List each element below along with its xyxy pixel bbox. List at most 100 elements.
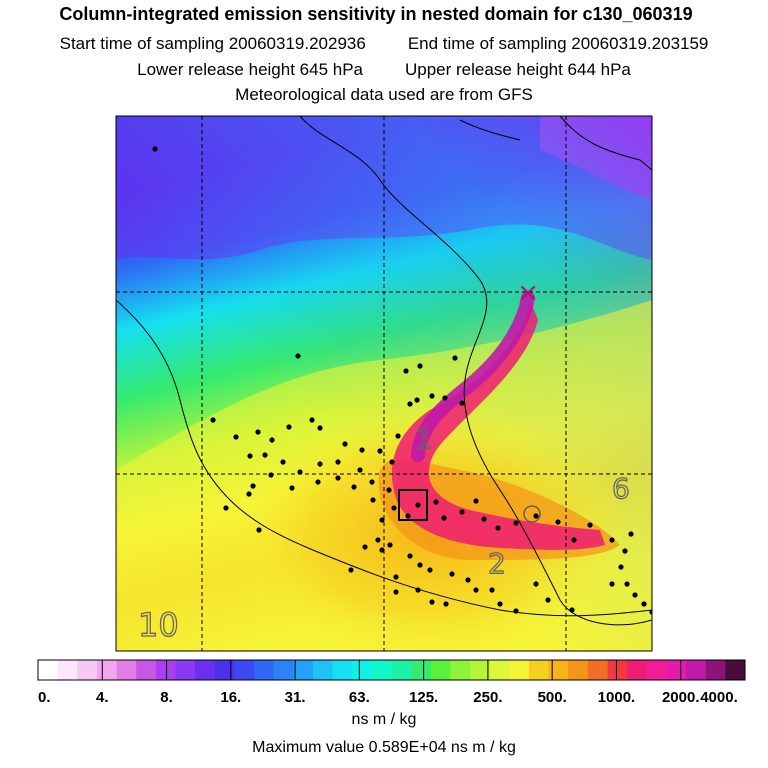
sample-point bbox=[255, 429, 261, 435]
sample-point bbox=[449, 571, 455, 577]
colorbar-swatch bbox=[568, 660, 589, 680]
colorbar-swatch bbox=[273, 660, 294, 680]
sample-point bbox=[348, 567, 354, 573]
coastline-north bbox=[559, 116, 652, 171]
colorbar-swatch bbox=[352, 660, 373, 680]
border-line bbox=[459, 119, 521, 141]
sample-point bbox=[481, 516, 487, 522]
colorbar-swatch bbox=[195, 660, 216, 680]
sample-points bbox=[152, 146, 652, 615]
sample-point bbox=[246, 491, 252, 497]
colorbar-swatch bbox=[116, 660, 137, 680]
colorbar-tick-label: 500. bbox=[538, 689, 567, 706]
upper-release-label: Upper release height 644 hPa bbox=[405, 60, 631, 79]
coastline-east bbox=[299, 116, 652, 626]
sample-point bbox=[624, 581, 630, 587]
colorbar-tick-label: 0. bbox=[38, 689, 51, 706]
sample-point bbox=[407, 553, 413, 559]
colorbar-swatch bbox=[509, 660, 530, 680]
colorbar-swatch bbox=[411, 660, 432, 680]
sample-point bbox=[513, 520, 519, 526]
colorbar-swatch bbox=[646, 660, 667, 680]
sample-point bbox=[497, 601, 503, 607]
colorbar-units: ns m / kg bbox=[351, 711, 417, 728]
sample-point bbox=[210, 417, 216, 423]
sample-point bbox=[429, 393, 435, 399]
sample-point bbox=[393, 574, 399, 580]
sample-point bbox=[359, 447, 365, 453]
sample-point bbox=[315, 479, 321, 485]
sample-point bbox=[286, 424, 292, 430]
colorbar-swatch bbox=[214, 660, 235, 680]
colorbar-swatch bbox=[77, 660, 98, 680]
sample-point bbox=[247, 453, 253, 459]
colorbar-tick-label: 125. bbox=[409, 689, 438, 706]
colorbar-tick-label: 1000. bbox=[598, 689, 636, 706]
colorbar-tick-label: 4000. bbox=[700, 689, 738, 706]
colorbar-tick-label: 250. bbox=[473, 689, 502, 706]
sample-point bbox=[441, 515, 447, 521]
sample-point bbox=[609, 537, 615, 543]
colorbar-swatch bbox=[175, 660, 196, 680]
colorbar-tick-label: 63. bbox=[349, 689, 370, 706]
colorbar-tick-label: 31. bbox=[285, 689, 306, 706]
sample-point bbox=[545, 597, 551, 603]
sample-point bbox=[473, 587, 479, 593]
sample-point bbox=[618, 564, 624, 570]
sample-point bbox=[417, 363, 423, 369]
colorbar-swatch bbox=[38, 660, 59, 680]
colorbar-swatch bbox=[234, 660, 255, 680]
contour-label-2: 2 bbox=[488, 547, 506, 580]
sample-point bbox=[533, 513, 539, 519]
colorbar-swatch bbox=[254, 660, 275, 680]
release-marker: × bbox=[517, 278, 539, 308]
sample-point bbox=[387, 542, 393, 548]
sample-point bbox=[309, 417, 315, 423]
colorbar-swatch bbox=[705, 660, 726, 680]
sample-point bbox=[415, 502, 421, 508]
sample-point bbox=[609, 581, 615, 587]
met-data-label: Meteorological data used are from GFS bbox=[235, 85, 533, 104]
plume-core bbox=[411, 291, 535, 462]
sample-point bbox=[433, 499, 439, 505]
colorbar-swatch bbox=[293, 660, 314, 680]
sample-point bbox=[649, 609, 652, 615]
sample-point bbox=[370, 497, 376, 503]
lower-release-label: Lower release height 645 hPa bbox=[137, 60, 363, 79]
sample-point bbox=[391, 505, 397, 511]
contour-labels: 1 2 6 10 bbox=[137, 421, 630, 644]
sample-point bbox=[429, 599, 435, 605]
sample-point bbox=[317, 461, 323, 467]
sample-point bbox=[351, 484, 357, 490]
sample-point bbox=[489, 587, 495, 593]
sample-point bbox=[375, 537, 381, 543]
contour-label-6: 6 bbox=[612, 472, 630, 505]
sample-point bbox=[395, 433, 401, 439]
sample-point bbox=[417, 562, 423, 568]
colorbar-swatch bbox=[136, 660, 157, 680]
sample-point bbox=[555, 519, 561, 525]
sample-point bbox=[268, 472, 274, 478]
colorbar-swatch bbox=[686, 660, 707, 680]
sample-point bbox=[362, 544, 368, 550]
sample-point bbox=[262, 452, 268, 458]
sample-point bbox=[152, 146, 158, 152]
sample-point bbox=[459, 509, 465, 515]
colorbar-swatch bbox=[96, 660, 118, 680]
sample-point bbox=[357, 467, 363, 473]
sample-point bbox=[622, 548, 628, 554]
sample-point bbox=[317, 425, 323, 431]
sample-point bbox=[443, 601, 449, 607]
sample-point bbox=[379, 547, 385, 553]
coastline-west bbox=[116, 299, 652, 617]
receptor-box bbox=[398, 489, 428, 521]
colorbar-swatch bbox=[57, 660, 78, 680]
sample-point bbox=[377, 448, 383, 454]
colorbar-tick-label: 8. bbox=[160, 689, 173, 706]
sample-point bbox=[452, 355, 458, 361]
sample-point bbox=[223, 505, 229, 511]
contour-ring bbox=[523, 505, 541, 523]
colorbar-swatch bbox=[725, 660, 746, 680]
sample-point bbox=[533, 581, 539, 587]
colorbar-swatch bbox=[607, 660, 628, 680]
